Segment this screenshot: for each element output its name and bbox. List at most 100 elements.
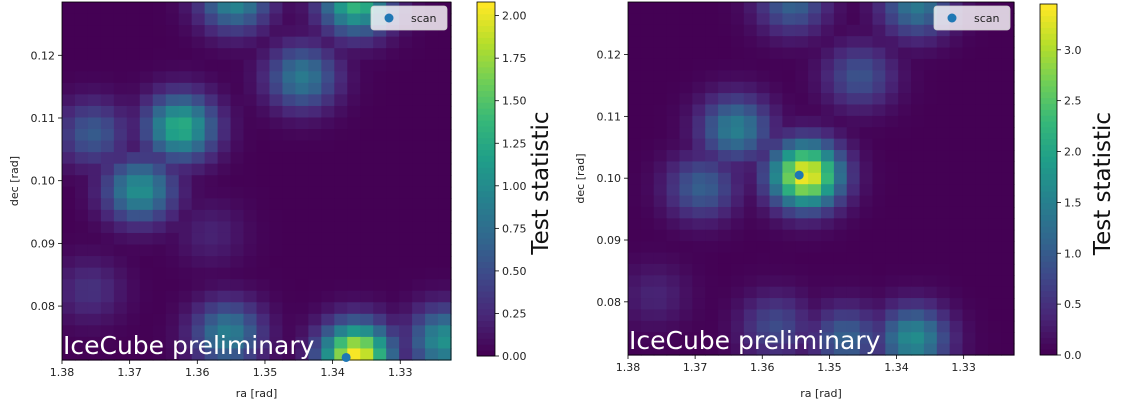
heatmap-cell: [87, 152, 102, 165]
heatmap-cell: [87, 105, 102, 119]
heatmap-cell: [718, 195, 732, 208]
colorbar-segment: [477, 326, 495, 333]
heatmap-cell: [113, 186, 128, 199]
heatmap-cell: [666, 36, 681, 49]
x-tick-label: 1.38: [50, 366, 75, 379]
heatmap-cell: [204, 232, 219, 246]
heatmap-cell: [640, 218, 655, 231]
heatmap-cell: [872, 298, 886, 311]
heatmap-cell: [191, 209, 206, 223]
heatmap-cell: [204, 59, 219, 72]
heatmap-cell: [911, 286, 925, 299]
heatmap-cell: [243, 152, 258, 165]
heatmap-cell: [949, 127, 964, 140]
heatmap-cell: [139, 313, 154, 326]
heatmap-cell: [808, 93, 822, 106]
heatmap-cell: [962, 93, 976, 106]
heatmap-cell: [885, 298, 899, 311]
heatmap-cell: [139, 13, 154, 26]
colorbar-label: Test statistic: [1090, 112, 1116, 256]
heatmap-cell: [438, 244, 452, 257]
heatmap-cell: [872, 47, 886, 60]
heatmap-cell: [282, 59, 296, 72]
heatmap-cell: [230, 221, 245, 234]
heatmap-cell: [911, 13, 925, 26]
heatmap-cell: [126, 140, 141, 153]
heatmap-cell: [230, 186, 245, 199]
heatmap-cell: [152, 267, 167, 280]
y-tick-label: 0.10: [597, 172, 622, 185]
heatmap-cell: [74, 267, 89, 280]
heatmap-cell: [975, 161, 989, 174]
heatmap-cell: [718, 138, 732, 151]
heatmap-cell: [87, 48, 102, 61]
heatmap-cell: [705, 161, 719, 174]
heatmap-cell: [936, 184, 951, 197]
heatmap-cell: [126, 59, 141, 72]
heatmap-cell: [243, 302, 258, 315]
heatmap-cell: [936, 115, 951, 128]
heatmap-cell: [859, 104, 874, 117]
heatmap-cell: [412, 48, 426, 61]
heatmap-cell: [808, 70, 822, 83]
heatmap-cell: [217, 152, 232, 165]
heatmap-cell: [243, 129, 258, 142]
heatmap-cell: [438, 175, 452, 188]
heatmap-cell: [628, 309, 642, 322]
heatmap-cell: [74, 71, 89, 84]
heatmap-cell: [152, 221, 167, 234]
watermark-text: IceCube preliminary: [629, 326, 881, 355]
heatmap-cell: [308, 302, 322, 315]
heatmap-cell: [756, 70, 771, 83]
heatmap-cell: [872, 36, 886, 49]
heatmap-cell: [872, 115, 886, 128]
heatmap-cell: [808, 286, 822, 299]
heatmap-cell: [679, 47, 693, 60]
heatmap-cell: [282, 244, 296, 257]
heatmap-cell: [923, 47, 938, 60]
heatmap-cell: [412, 186, 426, 199]
heatmap-cell: [321, 163, 335, 176]
heatmap-cell: [885, 195, 899, 208]
heatmap-cell: [87, 25, 102, 38]
heatmap-cell: [165, 313, 180, 326]
heatmap-cell: [126, 25, 141, 38]
heatmap-cell: [165, 71, 180, 84]
heatmap-cell: [321, 82, 335, 95]
heatmap-cell: [628, 184, 642, 197]
colorbar-tick-label: 3.0: [1064, 44, 1082, 57]
heatmap-cell: [100, 59, 115, 72]
heatmap-cell: [730, 252, 745, 265]
heatmap-cell: [962, 161, 976, 174]
heatmap-cell: [152, 244, 167, 257]
heatmap-cell: [962, 138, 976, 151]
heatmap-cell: [666, 275, 681, 288]
heatmap-cell: [438, 198, 452, 211]
heatmap-cell: [373, 290, 387, 303]
heatmap-cell: [295, 313, 309, 326]
heatmap-cell: [113, 36, 128, 49]
heatmap-cell: [640, 229, 655, 242]
colorbar-segment: [1040, 349, 1057, 356]
heatmap-cell: [425, 163, 439, 176]
heatmap-cell: [62, 175, 76, 188]
heatmap-cell: [911, 309, 925, 322]
heatmap-cell: [962, 127, 976, 140]
heatmap-cell: [269, 267, 284, 280]
heatmap-cell: [653, 343, 668, 356]
heatmap-cell: [898, 252, 912, 265]
heatmap-cell: [100, 152, 115, 165]
heatmap-cell: [191, 267, 206, 280]
heatmap-cell: [373, 244, 387, 257]
heatmap-cell: [743, 172, 758, 185]
heatmap-cell: [360, 163, 374, 176]
colorbar-segment: [1040, 243, 1057, 251]
heatmap-cell: [666, 263, 681, 276]
heatmap-cell: [165, 336, 180, 350]
heatmap-cell: [821, 309, 835, 322]
heatmap-cell: [846, 150, 861, 163]
heatmap-cell: [872, 13, 886, 26]
heatmap-cell: [243, 186, 258, 199]
heatmap-cell: [859, 275, 874, 288]
heatmap-cell: [911, 2, 925, 14]
